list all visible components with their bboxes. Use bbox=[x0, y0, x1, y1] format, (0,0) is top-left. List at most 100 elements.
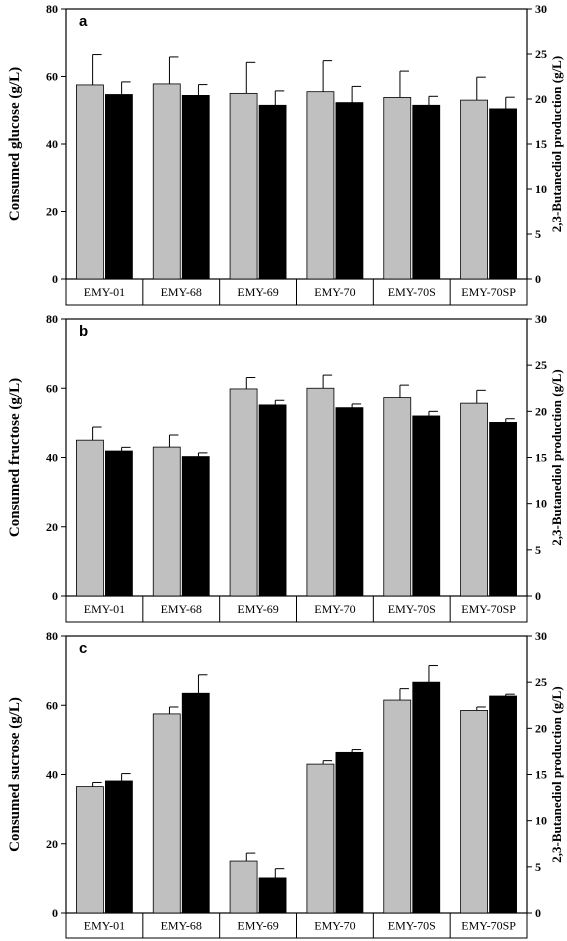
category-label: EMY-68 bbox=[161, 919, 202, 933]
bar-consumed-EMY-70 bbox=[306, 763, 335, 914]
right-axis-tick-label: 15 bbox=[535, 768, 547, 782]
right-axis-tick-label: 30 bbox=[535, 312, 547, 326]
right-axis-tick-label: 10 bbox=[535, 814, 547, 828]
left-axis-tick-label: 60 bbox=[46, 381, 58, 395]
bar-consumed-EMY-69 bbox=[229, 388, 258, 597]
plot-frame bbox=[65, 635, 528, 914]
bar-butanediol-EMY-68 bbox=[181, 692, 210, 914]
right-axis-tick-label: 0 bbox=[535, 272, 541, 286]
plot-frame bbox=[65, 8, 528, 280]
right-axis-title: 2,3-Butanediol production (g/L) bbox=[549, 686, 564, 862]
category-label: EMY-70S bbox=[388, 919, 436, 933]
right-axis-tick-label: 25 bbox=[535, 47, 547, 61]
category-label: EMY-70 bbox=[314, 285, 355, 299]
bar-consumed-EMY-70 bbox=[306, 387, 335, 597]
left-axis-tick-label: 40 bbox=[46, 451, 58, 465]
left-axis-tick-label: 80 bbox=[46, 2, 58, 16]
right-axis-tick-label: 15 bbox=[535, 137, 547, 151]
right-axis-tick-label: 5 bbox=[535, 543, 541, 557]
bar-butanediol-EMY-69 bbox=[258, 104, 287, 280]
bar-butanediol-EMY-70SP bbox=[489, 422, 517, 597]
bar-consumed-EMY-68 bbox=[152, 713, 181, 914]
bar-consumed-EMY-70SP bbox=[460, 402, 488, 597]
category-label: EMY-70SP bbox=[461, 285, 516, 299]
right-axis-tick-label: 10 bbox=[535, 497, 547, 511]
panel-label: a bbox=[79, 13, 88, 30]
bar-butanediol-EMY-70S bbox=[412, 104, 441, 280]
right-axis-tick-label: 5 bbox=[535, 860, 541, 874]
bar-butanediol-EMY-69 bbox=[258, 404, 287, 597]
right-axis-tick-label: 5 bbox=[535, 227, 541, 241]
left-axis-tick-label: 40 bbox=[46, 768, 58, 782]
category-label: EMY-01 bbox=[84, 602, 125, 616]
left-axis-tick-label: 20 bbox=[46, 837, 58, 851]
category-label: EMY-01 bbox=[84, 285, 125, 299]
bar-butanediol-EMY-70 bbox=[335, 751, 364, 914]
category-label: EMY-70 bbox=[314, 919, 355, 933]
left-axis-tick-label: 80 bbox=[46, 629, 58, 643]
bar-butanediol-EMY-01 bbox=[105, 450, 133, 597]
category-label: EMY-69 bbox=[237, 285, 278, 299]
category-label: EMY-70S bbox=[388, 602, 436, 616]
left-axis-tick-label: 0 bbox=[52, 589, 58, 603]
left-axis-tick-label: 20 bbox=[46, 205, 58, 219]
bar-butanediol-EMY-68 bbox=[181, 456, 210, 597]
category-label: EMY-69 bbox=[237, 602, 278, 616]
bar-consumed-EMY-70 bbox=[306, 91, 335, 280]
bar-butanediol-EMY-70SP bbox=[489, 695, 517, 914]
chart-panel-b: 0 20 40 60 80 0 5 10 15 20 25 30 EMY-01 EMY-68 EMY-69 E… bbox=[7, 312, 564, 623]
right-axis-tick-label: 30 bbox=[535, 2, 547, 16]
bar-butanediol-EMY-70S bbox=[412, 415, 441, 597]
bar-consumed-EMY-70SP bbox=[460, 710, 488, 914]
bar-consumed-EMY-01 bbox=[76, 84, 104, 280]
right-axis-tick-label: 25 bbox=[535, 675, 547, 689]
left-axis-tick-label: 0 bbox=[52, 272, 58, 286]
category-label: EMY-70SP bbox=[461, 919, 516, 933]
chart-panel-a: 0 20 40 60 80 0 5 10 15 20 25 30 EMY-01 EMY-68 EMY-69 E… bbox=[7, 2, 564, 306]
bar-butanediol-EMY-70S bbox=[412, 681, 441, 914]
right-axis-tick-label: 10 bbox=[535, 182, 547, 196]
bar-butanediol-EMY-70SP bbox=[489, 108, 517, 280]
chart-panel-c: 0 20 40 60 80 0 5 10 15 20 25 30 EMY-01 EMY-68 EMY-69 E… bbox=[7, 629, 564, 939]
bar-butanediol-EMY-69 bbox=[258, 877, 287, 914]
category-label: EMY-68 bbox=[161, 285, 202, 299]
bar-consumed-EMY-70SP bbox=[460, 99, 488, 280]
bar-consumed-EMY-01 bbox=[76, 439, 104, 597]
category-label: EMY-68 bbox=[161, 602, 202, 616]
category-label: EMY-70SP bbox=[461, 602, 516, 616]
left-axis-tick-label: 60 bbox=[46, 698, 58, 712]
bar-butanediol-EMY-68 bbox=[181, 95, 210, 280]
bar-consumed-EMY-69 bbox=[229, 860, 258, 914]
right-axis-tick-label: 20 bbox=[535, 92, 547, 106]
left-axis-tick-label: 0 bbox=[52, 906, 58, 920]
bar-butanediol-EMY-01 bbox=[105, 94, 133, 280]
right-axis-tick-label: 30 bbox=[535, 629, 547, 643]
category-label: EMY-70 bbox=[314, 602, 355, 616]
left-axis-tick-label: 20 bbox=[46, 520, 58, 534]
bar-butanediol-EMY-01 bbox=[105, 780, 133, 914]
left-axis-tick-label: 80 bbox=[46, 312, 58, 326]
right-axis-tick-label: 0 bbox=[535, 589, 541, 603]
left-axis-title: Consumed glucose (g/L) bbox=[7, 67, 23, 221]
right-axis-tick-label: 20 bbox=[535, 721, 547, 735]
bar-consumed-EMY-70S bbox=[383, 699, 412, 914]
left-axis-title: Consumed sucrose (g/L) bbox=[7, 697, 23, 852]
left-axis-title: Consumed fructose (g/L) bbox=[7, 378, 23, 537]
panel-label: b bbox=[79, 323, 88, 340]
bar-butanediol-EMY-70 bbox=[335, 102, 364, 280]
category-label: EMY-01 bbox=[84, 919, 125, 933]
panel-label: c bbox=[79, 640, 87, 657]
left-axis-tick-label: 40 bbox=[46, 137, 58, 151]
left-axis-tick-label: 60 bbox=[46, 70, 58, 84]
category-label: EMY-70S bbox=[388, 285, 436, 299]
bar-consumed-EMY-68 bbox=[152, 83, 181, 280]
right-axis-tick-label: 20 bbox=[535, 404, 547, 418]
right-axis-tick-label: 15 bbox=[535, 451, 547, 465]
plot-frame bbox=[65, 318, 528, 597]
bar-consumed-EMY-69 bbox=[229, 92, 258, 280]
right-axis-tick-label: 25 bbox=[535, 358, 547, 372]
right-axis-tick-label: 0 bbox=[535, 906, 541, 920]
right-axis-title: 2,3-Butanediol production (g/L) bbox=[549, 369, 564, 545]
bar-consumed-EMY-68 bbox=[152, 446, 181, 597]
